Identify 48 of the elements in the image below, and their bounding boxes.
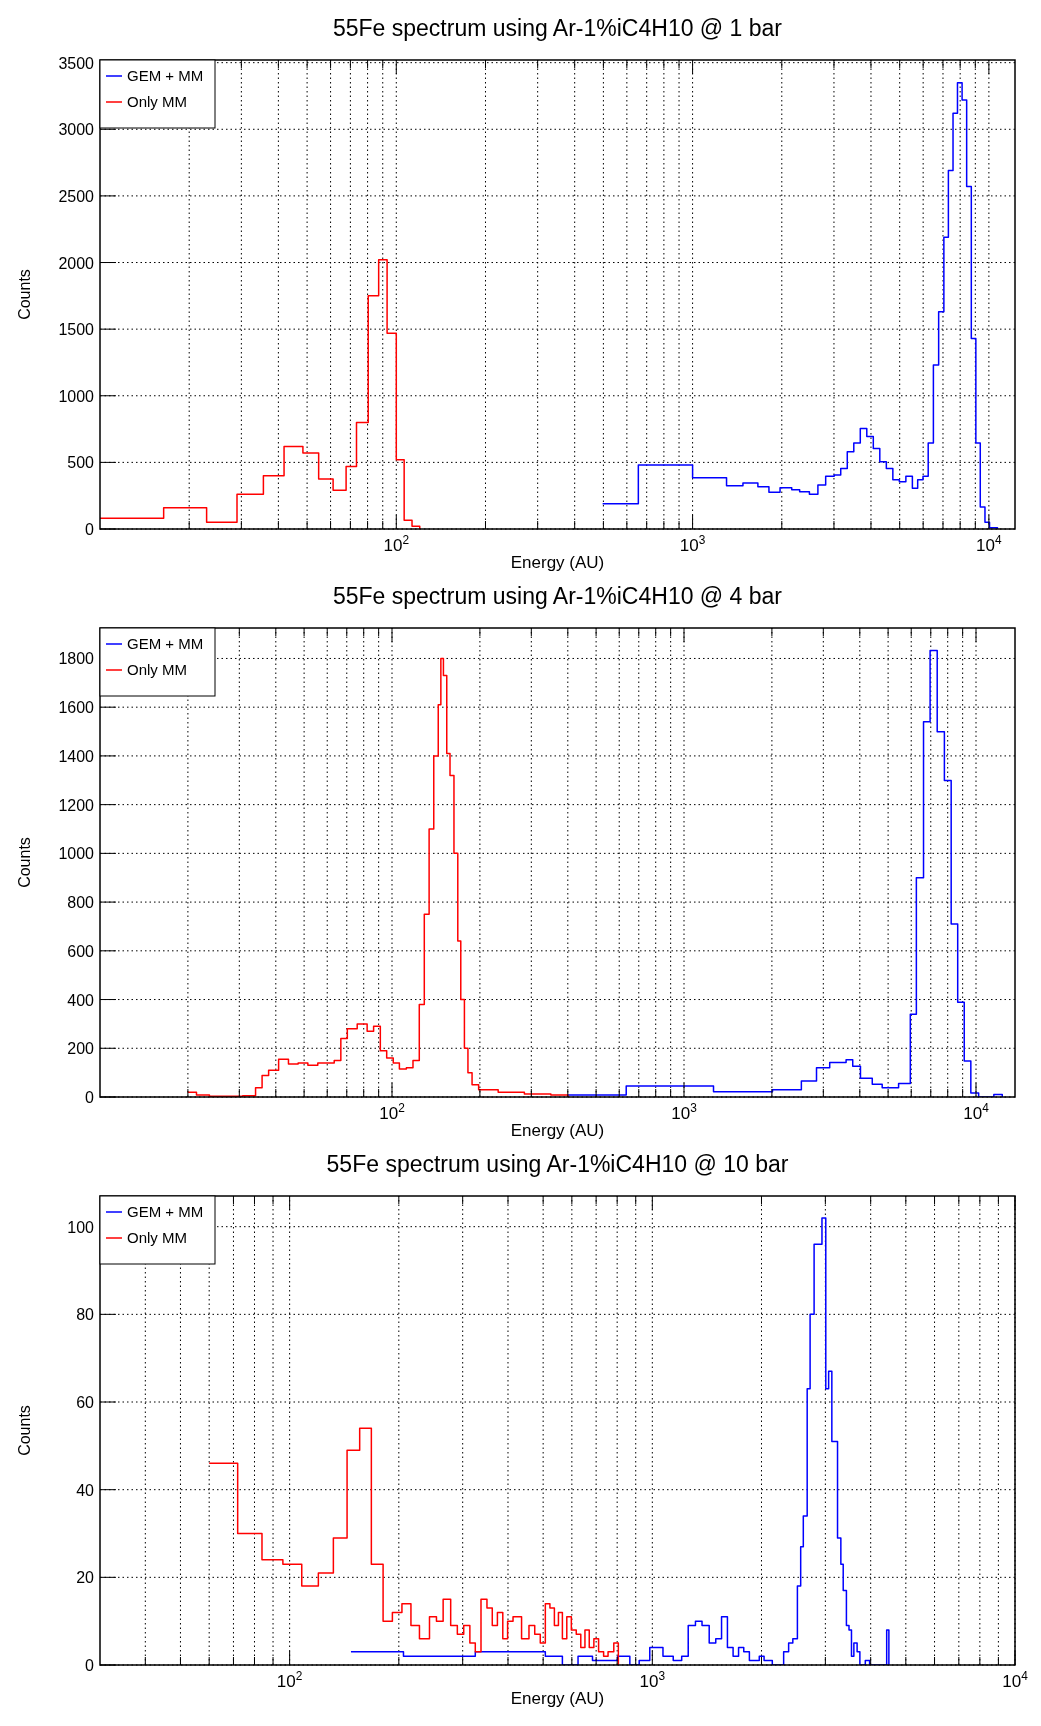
x-axis-title: Energy (AU) [510,1121,605,1140]
y-tick-label: 40 [76,1481,95,1499]
y-tick-label: 1200 [58,796,95,814]
y-tick-label: 0 [85,1089,95,1106]
x-tick-label: 10$^{2}$ [383,533,410,555]
legend-label: GEM + MM [127,1203,204,1220]
x-axis-title: Energy (AU) [510,1689,605,1708]
legend-label: GEM + MM [127,635,204,652]
y-tick-label: 3500 [58,54,95,72]
y-axis-title: Counts [16,269,33,320]
y-tick-label: 0 [85,1657,95,1674]
x-tick-label: 10$^{2}$ [379,1101,406,1123]
y-tick-label: 100 [67,1218,95,1236]
legend-label: GEM + MM [127,67,204,84]
x-tick-label: 10$^{4}$ [963,1101,990,1123]
y-tick-label: 1000 [58,845,95,863]
x-tick-label: 10$^{4}$ [976,533,1003,555]
y-axis-title: Counts [16,837,33,888]
x-tick-label: 10$^{3}$ [671,1101,698,1123]
y-tick-label: 600 [67,942,95,960]
y-tick-label: 1000 [58,387,95,405]
y-tick-label: 3000 [58,121,95,139]
x-tick-label: 10$^{2}$ [276,1669,303,1691]
y-tick-label: 60 [76,1394,95,1412]
legend-label: Only MM [127,93,187,110]
chart-title: 55Fe spectrum using Ar-1%iC4H10 @ 4 bar [332,583,783,609]
y-tick-label: 1800 [58,650,95,668]
legend-label: Only MM [127,661,187,678]
x-tick-label: 10$^{3}$ [679,533,706,555]
y-axis-title: Counts [16,1405,33,1456]
chart-title: 55Fe spectrum using Ar-1%iC4H10 @ 1 bar [332,15,783,41]
y-tick-label: 0 [85,521,95,538]
y-tick-label: 20 [76,1569,95,1587]
legend-label: Only MM [127,1229,187,1246]
y-tick-label: 500 [67,454,95,472]
chart-title: 55Fe spectrum using Ar-1%iC4H10 @ 10 bar [326,1151,789,1177]
x-tick-label: 10$^{4}$ [1002,1669,1029,1691]
y-tick-label: 400 [67,991,95,1009]
y-tick-label: 800 [67,894,95,912]
y-tick-label: 200 [67,1040,95,1058]
y-tick-label: 80 [76,1306,95,1324]
y-tick-label: 2000 [58,254,95,272]
y-tick-label: 1600 [58,699,95,717]
x-tick-label: 10$^{3}$ [639,1669,666,1691]
y-tick-label: 1400 [58,747,95,765]
y-tick-label: 1500 [58,321,95,339]
y-tick-label: 2500 [58,187,95,205]
x-axis-title: Energy (AU) [510,553,605,572]
